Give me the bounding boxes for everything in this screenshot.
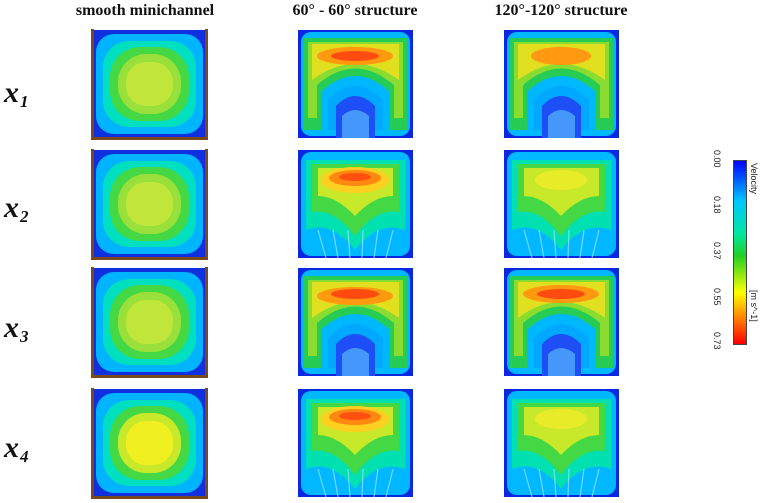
contour-panel-s60-x2	[298, 150, 413, 258]
contour-panel-s120-x4	[504, 389, 619, 497]
contour-panel-s60-x3	[298, 268, 413, 376]
channel-wall-frame	[91, 29, 208, 140]
channel-wall-frame	[91, 388, 208, 499]
colorbar-title: Velocity	[749, 163, 759, 195]
colorbar-tick-2: 0.37	[712, 242, 722, 260]
colorbar-unit: [m s^-1]	[749, 290, 759, 322]
row-label-x1: x1	[4, 76, 29, 111]
row-label-x2: x2	[4, 191, 29, 226]
colorbar-tick-4: 0.73	[712, 332, 722, 350]
colorbar-tick-0: 0.00	[712, 150, 722, 168]
contour-panel-s60-x4	[298, 389, 413, 497]
contour-panel-smooth-x3	[92, 268, 207, 376]
contour-panel-smooth-x4	[92, 389, 207, 497]
column-title-smooth: smooth minichannel	[75, 2, 215, 19]
channel-wall-frame	[91, 149, 208, 260]
contour-panel-smooth-x1	[92, 30, 207, 138]
row-label-x4: x4	[4, 431, 29, 466]
contour-panel-s120-x2	[504, 150, 619, 258]
contour-panel-smooth-x2	[92, 150, 207, 258]
colorbar-tick-1: 0.18	[712, 196, 722, 214]
channel-wall-frame	[91, 267, 208, 378]
contour-panel-s120-x1	[504, 30, 619, 138]
column-title-120-120: 120°-120° structure	[494, 2, 628, 19]
column-title-60-60: 60° - 60° structure	[292, 2, 418, 19]
colorbar-tick-3: 0.55	[712, 288, 722, 306]
contour-panel-s120-x3	[504, 268, 619, 376]
velocity-colorbar	[733, 160, 747, 345]
contour-panel-s60-x1	[298, 30, 413, 138]
row-label-x3: x3	[4, 311, 29, 346]
